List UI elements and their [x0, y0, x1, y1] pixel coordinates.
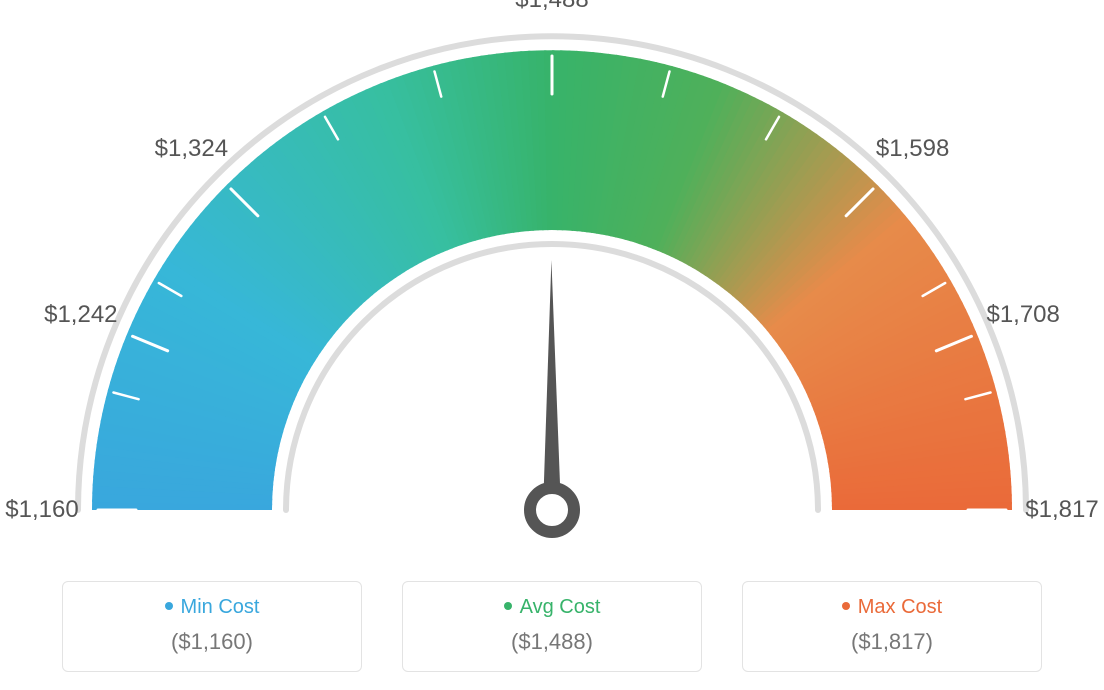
legend-title-max: Max Cost [858, 596, 942, 618]
legend-title-avg: Avg Cost [520, 596, 601, 618]
gauge-tick-label: $1,708 [986, 301, 1059, 329]
legend-value-max: ($1,817) [753, 629, 1031, 655]
gauge-tick-label: $1,324 [155, 135, 228, 163]
legend-row: Min Cost ($1,160) Avg Cost ($1,488) Max … [0, 581, 1104, 672]
gauge-tick-label: $1,160 [5, 496, 78, 524]
legend-card-min: Min Cost ($1,160) [62, 581, 362, 672]
gauge-tick-label: $1,817 [1025, 496, 1098, 524]
legend-value-avg: ($1,488) [413, 629, 691, 655]
gauge-chart: $1,160 $1,242 $1,324 $1,488 $1,598 $1,708 $1,8… [0, 0, 1104, 560]
gauge-tick-label: $1,598 [876, 135, 949, 163]
gauge-tick-label: $1,488 [515, 0, 588, 14]
gauge-svg [0, 0, 1104, 560]
legend-dot-avg [504, 602, 512, 610]
legend-value-min: ($1,160) [73, 629, 351, 655]
legend-card-max: Max Cost ($1,817) [742, 581, 1042, 672]
gauge-tick-label: $1,242 [44, 301, 117, 329]
legend-dot-max [842, 602, 850, 610]
legend-title-min: Min Cost [181, 596, 260, 618]
gauge-needle [530, 260, 574, 532]
legend-dot-min [165, 602, 173, 610]
legend-card-avg: Avg Cost ($1,488) [402, 581, 702, 672]
